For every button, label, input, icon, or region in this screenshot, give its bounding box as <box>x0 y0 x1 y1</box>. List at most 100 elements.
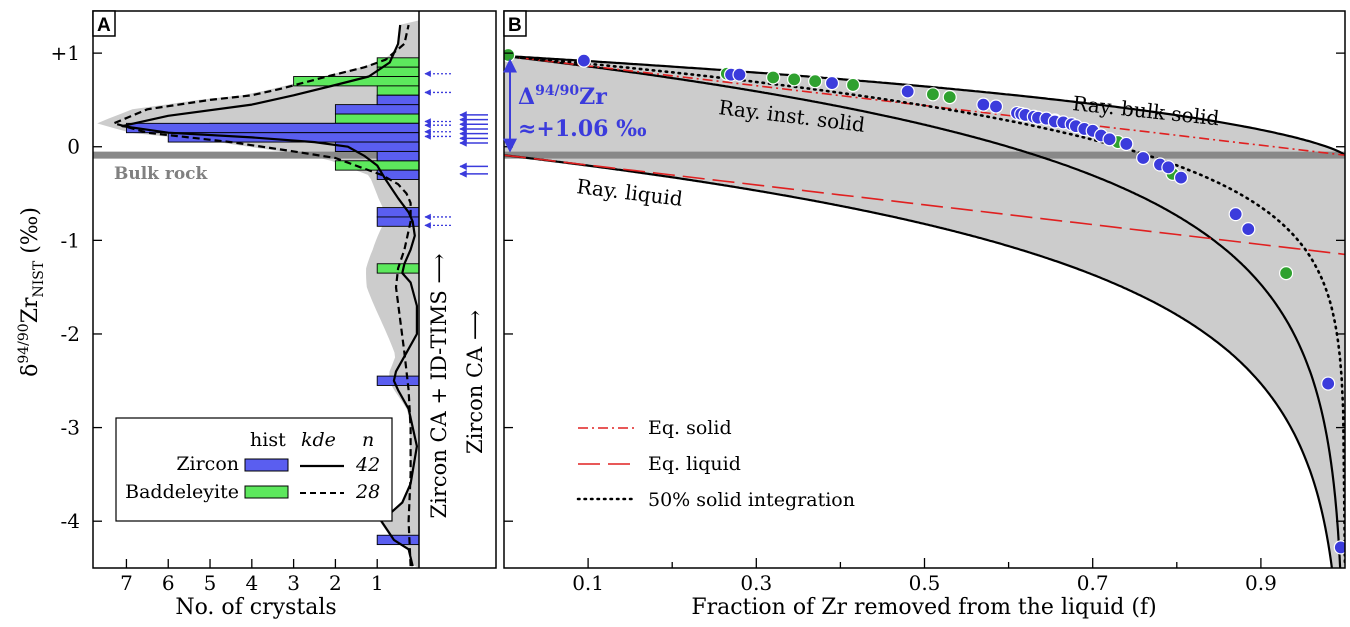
legend-integration-label: 50% solid integration <box>648 489 855 511</box>
data-point-zircon <box>1102 132 1117 147</box>
histogram-bar-zircon <box>167 132 419 143</box>
side-label-ca-idtims: Zircon CA + ID-TIMS ⟶ <box>427 254 451 519</box>
x-tick-label: 0.3 <box>740 571 772 595</box>
x-tick-label: 6 <box>162 571 175 595</box>
data-point-zircon <box>1119 136 1134 152</box>
panel-a-frame <box>92 10 497 569</box>
x-tick-label: 4 <box>245 571 258 595</box>
histogram-bar-zircon <box>376 94 419 106</box>
eq-liquid-curve <box>504 154 1345 256</box>
panel-a: Bulk rock +1 0 -1 -2 -3 -4 7 6 5 4 3 2 1 A δ94/90Zr… <box>16 10 497 620</box>
data-point-zircon <box>988 99 1004 114</box>
x-tick-label: 5 <box>204 571 217 595</box>
panel-a-legend: hist kde n Zircon 42 Baddeleyite 28 <box>115 417 393 522</box>
legend-baddeleyite-label: Baddeleyite <box>125 481 239 503</box>
delta-label-value: ≈+1.06 ‰ <box>518 116 647 142</box>
panel-b-x-ticks: 0.1 0.3 0.5 0.7 0.9 <box>572 558 1277 595</box>
data-point-zircon <box>1161 160 1176 175</box>
kde-curve-zircon <box>121 24 418 567</box>
panel-b-x-axis-label-main: Fraction of Zr removed from the liquid (… <box>691 595 1156 620</box>
data-point-zircon <box>976 97 991 112</box>
y-tick-label: -2 <box>61 322 80 346</box>
data-point-baddeleyite <box>787 72 802 87</box>
histogram-bar-zircon <box>376 216 419 227</box>
data-point-baddeleyite <box>925 87 941 102</box>
legend-zircon-label: Zircon <box>176 453 239 475</box>
panel-b-curves <box>504 54 1345 568</box>
legend-baddeleyite-n: 28 <box>355 481 380 503</box>
panel-a-label: A <box>97 15 111 36</box>
histogram-bar-baddeleyite <box>376 66 419 77</box>
data-point-baddeleyite <box>1279 266 1294 281</box>
histogram-bar-zircon <box>376 150 419 162</box>
side-label-ca: Zircon CA ⟶ <box>463 310 487 454</box>
x-tick-label: 0.1 <box>572 571 604 595</box>
data-point-baddeleyite <box>808 74 823 89</box>
y-tick-label: -4 <box>61 509 80 533</box>
data-point-baddeleyite <box>845 77 861 93</box>
rayleigh-bulk-solid-curve <box>504 54 1345 157</box>
panel-a-y-ticks: +1 0 -1 -2 -3 -4 <box>51 41 102 533</box>
y-tick-label: 0 <box>67 135 80 159</box>
legend-zircon-n: 42 <box>355 454 380 476</box>
x-tick-label: 7 <box>120 571 133 595</box>
panel-a-label-box <box>92 10 116 37</box>
solid-integration-curve <box>504 54 1345 564</box>
data-point-zircon <box>732 67 747 82</box>
data-point-baddeleyite <box>942 90 957 105</box>
y-tick-label: -1 <box>61 228 80 252</box>
legend-header-hist: hist <box>250 429 286 451</box>
data-point-zircon <box>1321 376 1336 391</box>
data-point-zircon <box>900 84 915 99</box>
x-tick-label: 0.9 <box>1245 571 1277 595</box>
histogram-bar-zircon <box>376 534 419 546</box>
data-point-zircon <box>1173 170 1189 185</box>
x-tick-label: 3 <box>287 571 300 595</box>
panel-a-x-axis-label: No. of crystals <box>175 595 336 620</box>
kde-curve-baddeleyite <box>112 24 412 567</box>
x-tick-label: 0.7 <box>1077 571 1109 595</box>
data-point-zircon <box>1333 540 1345 555</box>
y-tick-label: +1 <box>51 41 80 65</box>
x-tick-label: 1 <box>371 571 384 595</box>
panel-b-x-axis-label: Fraction of Zr removed from the liquid (… <box>691 595 1156 620</box>
legend-eq-liquid-label: Eq. liquid <box>648 453 741 475</box>
histogram-bar-zircon <box>334 104 419 115</box>
histogram-bar-baddeleyite <box>334 113 419 124</box>
legend-header-n: n <box>362 429 374 451</box>
rayleigh-inst-solid-curve <box>504 54 1342 568</box>
histogram-bar-zircon <box>125 122 419 134</box>
data-point-zircon <box>576 53 591 68</box>
rayleigh-liquid-curve <box>504 154 1333 568</box>
panel-a-arrows <box>424 70 488 229</box>
panel-a-x-ticks: 7 6 5 4 3 2 1 <box>120 559 384 595</box>
curve-label-liquid: Ray. liquid <box>575 174 684 211</box>
panel-b-shading <box>504 55 1345 568</box>
x-tick-label: 0.5 <box>909 571 941 595</box>
data-point-zircon <box>1136 150 1151 166</box>
legend-baddeleyite-swatch <box>244 485 289 499</box>
legend-eq-solid-label: Eq. solid <box>648 417 732 439</box>
panel-b-legend: Eq. solid Eq. liquid 50% solid integrati… <box>576 417 855 511</box>
histogram-bar-zircon <box>376 375 419 386</box>
data-point-zircon <box>824 75 840 91</box>
data-point-zircon <box>1228 207 1243 222</box>
data-point-baddeleyite <box>766 70 781 85</box>
y-tick-label: -3 <box>61 416 80 440</box>
histogram-bar-baddeleyite <box>376 85 419 96</box>
panel-b: 0.1 0.3 0.5 0.7 0.9 B Δ94/90Zr ≈+1.06 ‰ Ray.… <box>503 10 1346 620</box>
panel-b-points <box>504 47 1345 555</box>
model-shaded-region <box>504 55 1345 568</box>
histogram-bar-zircon <box>376 207 419 218</box>
legend-zircon-swatch <box>244 458 289 472</box>
panel-b-label: B <box>508 15 522 36</box>
histogram-bar-zircon <box>376 169 419 180</box>
panel-a-y-axis-label: δ94/90ZrNIST (‰) <box>16 207 47 377</box>
panel-b-label-box <box>503 10 527 37</box>
legend-header-kde: kde <box>301 429 336 451</box>
panel-a-kde-curves <box>112 24 418 567</box>
data-point-zircon <box>1241 222 1256 237</box>
bulk-rock-label: Bulk rock <box>114 164 209 184</box>
x-tick-label: 2 <box>329 571 342 595</box>
